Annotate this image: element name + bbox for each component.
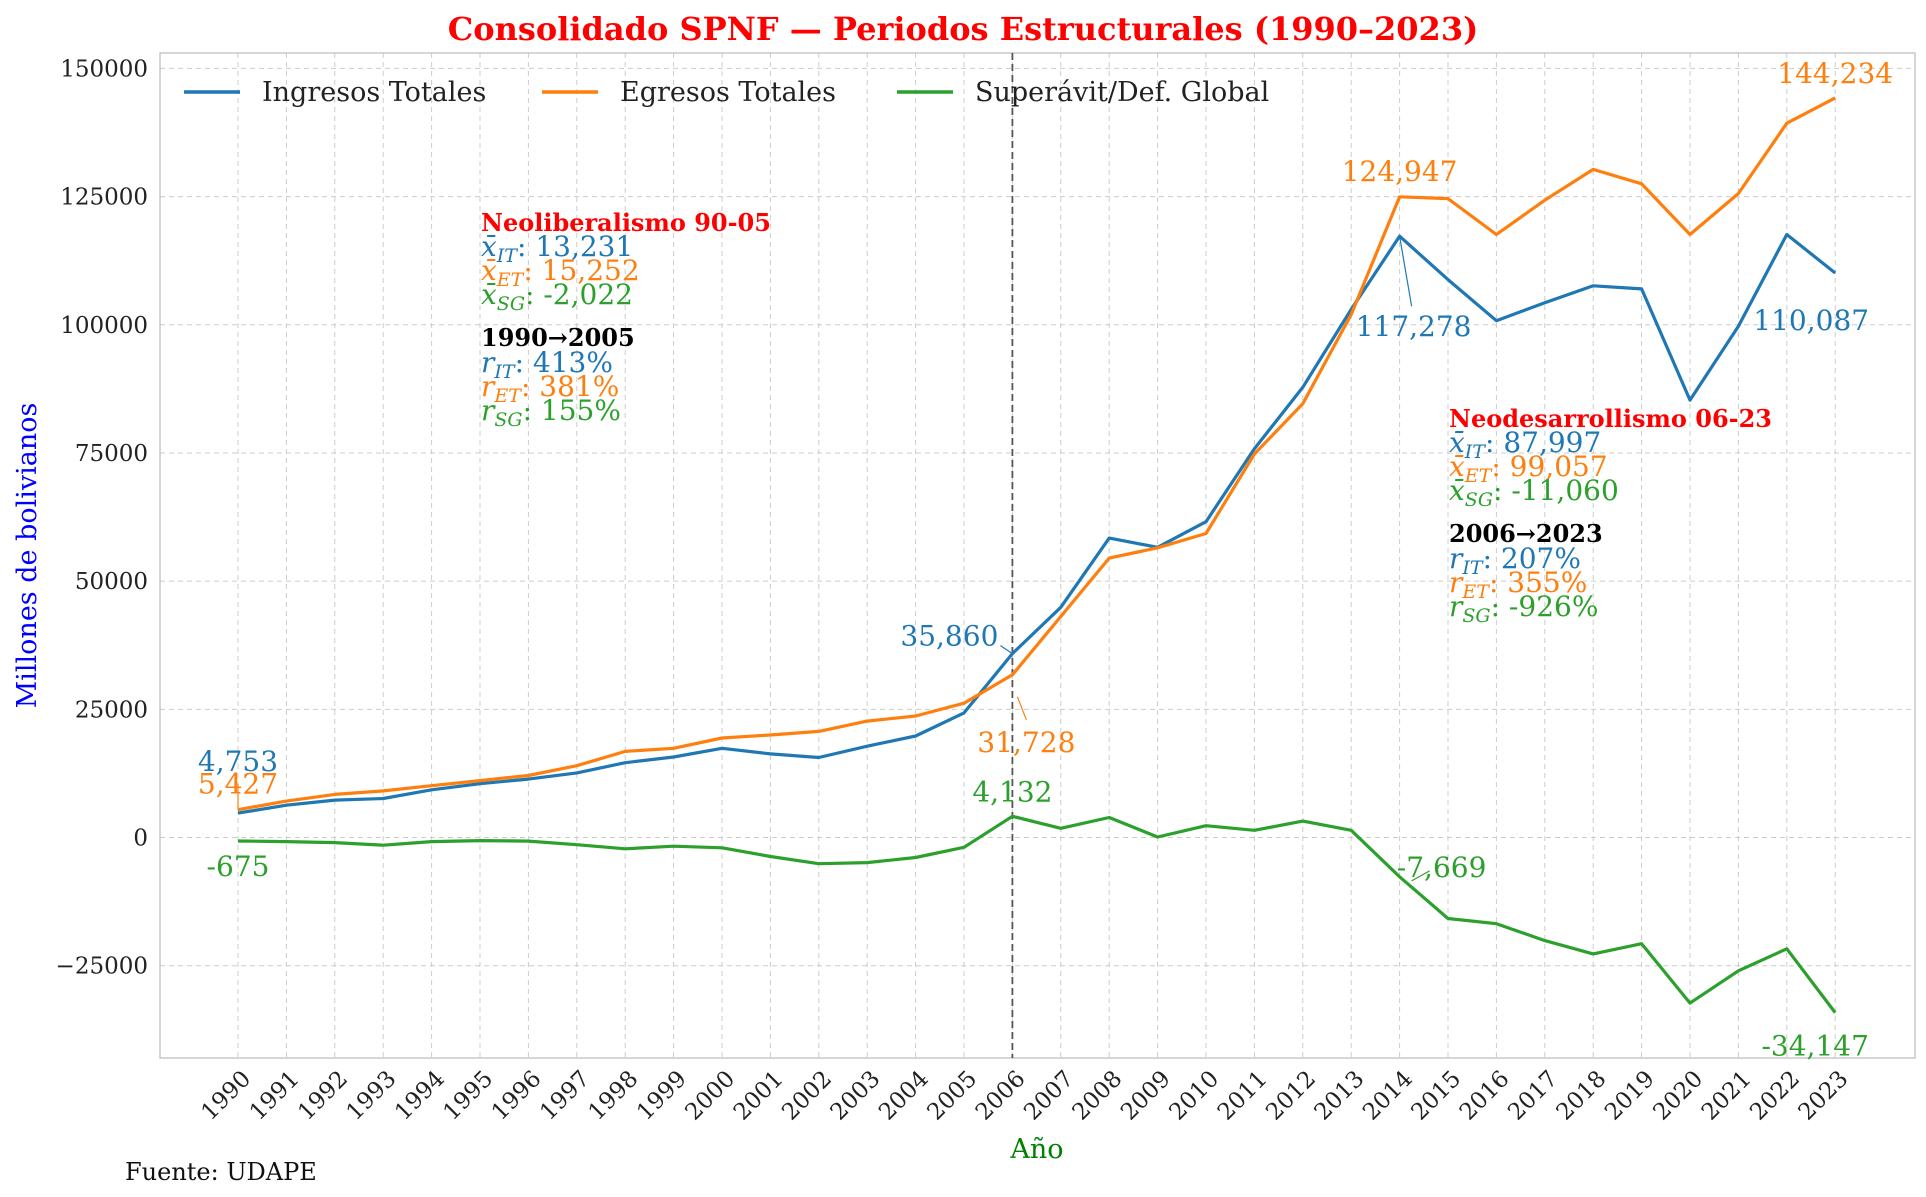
period-stat-line: x̄ET: 99,057 — [1449, 450, 1608, 487]
period-growth-title: 2006→2023 — [1449, 519, 1603, 548]
period-growth-title: 1990→2005 — [481, 323, 635, 352]
legend-item-label: Ingresos Totales — [262, 77, 486, 108]
period-stat-line: rSG: 155% — [481, 394, 621, 431]
period-block: Neodesarrollismo 06-23x̄IT: 87,997x̄ET: … — [1449, 404, 1772, 627]
y-tick-label: 100000 — [60, 313, 148, 339]
y-tick-label: 150000 — [60, 56, 148, 82]
x-tick-label: 1993 — [342, 1066, 402, 1126]
period-stat-line: x̄IT: 87,997 — [1449, 426, 1601, 463]
annotation-leader — [1016, 696, 1027, 721]
x-axis-ticks: 1990199119921993199419951996199719981999… — [196, 1066, 1853, 1126]
x-tick-label: 2005 — [922, 1066, 982, 1126]
grid-lines — [160, 53, 1915, 1058]
annotation-leader — [1411, 870, 1430, 882]
annotation-leader — [1399, 236, 1413, 307]
period-stat-line: x̄SG: -11,060 — [1449, 474, 1619, 511]
x-tick-label: 1998 — [584, 1066, 644, 1126]
data-label: -34,147 — [1761, 1030, 1868, 1063]
data-label: 31,728 — [977, 726, 1075, 759]
series-line-2 — [237, 814, 1837, 1014]
data-label: 124,947 — [1342, 155, 1458, 188]
x-tick-label: 2010 — [1164, 1066, 1224, 1126]
x-tick-label: 1990 — [196, 1066, 256, 1126]
x-tick-label: 2018 — [1552, 1066, 1612, 1126]
period-stat-line: x̄SG: -2,022 — [481, 278, 633, 315]
x-tick-label: 2009 — [1116, 1066, 1176, 1126]
x-tick-label: 2019 — [1600, 1066, 1660, 1126]
series-line-0 — [237, 232, 1837, 815]
data-label: 110,087 — [1753, 304, 1869, 337]
legend-item-label: Superávit/Def. Global — [975, 77, 1269, 108]
data-label: -7,669 — [1397, 851, 1487, 884]
x-tick-label: 2003 — [826, 1066, 886, 1126]
data-label: 4,753 — [198, 745, 278, 778]
x-tick-label: 2002 — [777, 1066, 837, 1126]
period-stat-line: rET: 381% — [481, 370, 619, 407]
x-axis-label: Año — [1009, 1134, 1063, 1165]
period-stat-line: x̄IT: 13,231 — [481, 230, 633, 267]
period-stat-line: rET: 355% — [1449, 566, 1587, 603]
period-stat-line: rIT: 207% — [1449, 542, 1581, 579]
x-tick-label: 2013 — [1310, 1066, 1370, 1126]
x-tick-label: 2014 — [1358, 1066, 1418, 1126]
legend: Ingresos Totales Egresos Totales Superávit… — [184, 77, 1269, 108]
x-tick-label: 1995 — [438, 1066, 498, 1126]
legend-item-label: Egresos Totales — [620, 77, 836, 108]
x-tick-label: 2015 — [1406, 1066, 1466, 1126]
series-lines — [237, 96, 1837, 1014]
plot-frame — [159, 52, 1916, 1059]
period-stat-line: rIT: 413% — [481, 346, 613, 383]
x-tick-label: 1999 — [632, 1066, 692, 1126]
x-tick-label: 1991 — [245, 1066, 305, 1126]
x-tick-label: 2006 — [971, 1066, 1031, 1126]
x-tick-label: 2016 — [1455, 1066, 1515, 1126]
y-tick-label: 125000 — [60, 185, 148, 211]
x-tick-label: 2017 — [1503, 1066, 1563, 1126]
x-tick-label: 1997 — [535, 1066, 595, 1126]
data-label: 144,234 — [1777, 57, 1893, 90]
x-tick-label: 2020 — [1648, 1066, 1708, 1126]
period-block-title: Neodesarrollismo 06-23 — [1449, 404, 1772, 433]
source-note: Fuente: UDAPE — [125, 1158, 317, 1186]
x-tick-label: 2007 — [1019, 1066, 1079, 1126]
x-tick-label: 1992 — [293, 1066, 353, 1126]
y-tick-label: −25000 — [56, 954, 148, 980]
period-block-title: Neoliberalismo 90-05 — [481, 208, 771, 237]
x-tick-label: 2001 — [729, 1066, 789, 1126]
x-tick-label: 1996 — [487, 1066, 547, 1126]
y-axis-label: Millones de bolivianos — [12, 403, 43, 709]
x-tick-label: 2004 — [874, 1066, 934, 1126]
data-label: 35,860 — [900, 620, 998, 653]
y-tick-label: 0 — [133, 826, 148, 852]
x-tick-label: 2023 — [1794, 1066, 1854, 1126]
data-label: 4,132 — [972, 775, 1052, 808]
x-tick-label: 2011 — [1213, 1066, 1273, 1126]
y-tick-label: 25000 — [75, 697, 148, 723]
chart-title: Consolidado SPNF — Periodos Estructurale… — [448, 10, 1478, 48]
x-tick-label: 2008 — [1068, 1066, 1128, 1126]
data-label: -675 — [207, 850, 270, 883]
period-stat-line: x̄ET: 15,252 — [481, 254, 640, 291]
annotation-leader — [1000, 645, 1013, 655]
x-tick-label: 1994 — [390, 1066, 450, 1126]
x-tick-label: 2022 — [1745, 1066, 1805, 1126]
data-label: 5,427 — [198, 768, 278, 801]
y-tick-label: 50000 — [75, 569, 148, 595]
data-label: 117,278 — [1356, 310, 1472, 343]
x-tick-label: 2021 — [1697, 1066, 1757, 1126]
x-tick-label: 2000 — [680, 1066, 740, 1126]
period-stat-line: rSG: -926% — [1449, 590, 1598, 627]
y-tick-label: 75000 — [75, 441, 148, 467]
x-tick-label: 2012 — [1261, 1066, 1321, 1126]
series-line-1 — [237, 96, 1836, 812]
y-axis-ticks: −25000 0 25000 50000 75000 100000 125000 150000 — [56, 56, 148, 979]
